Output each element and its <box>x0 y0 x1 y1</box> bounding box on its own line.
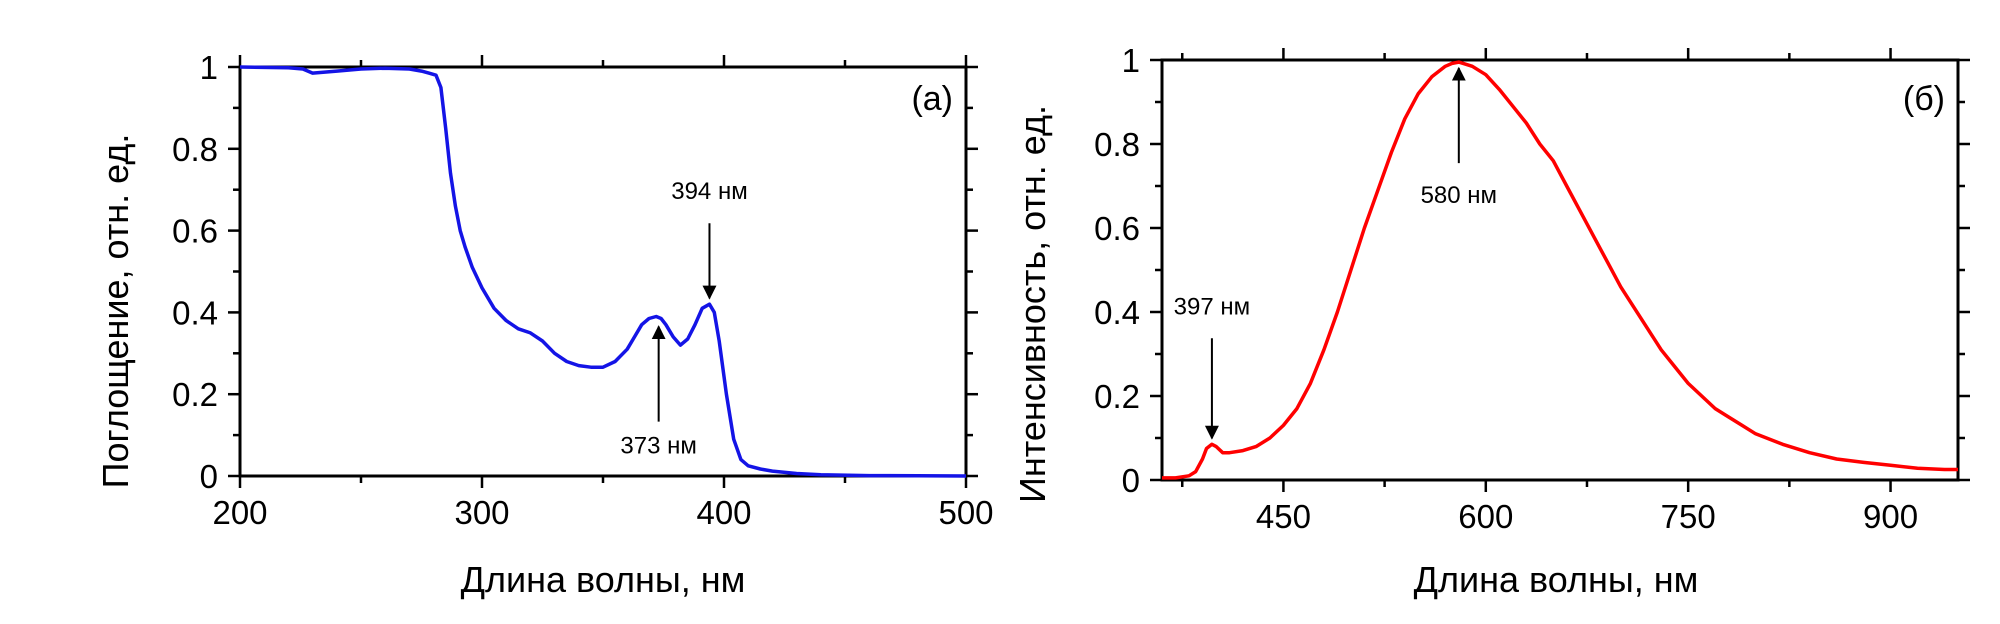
panel-b-x-axis-label: Длина волны, нм <box>1414 559 1699 600</box>
panel-a-x-axis-label: Длина волны, нм <box>461 559 746 600</box>
panel-b-y-tick-label: 0.4 <box>1094 294 1140 331</box>
panel-b-x-tick-label: 450 <box>1256 498 1311 535</box>
panel-b-x-tick-label: 600 <box>1458 498 1513 535</box>
panel-a-x-tick-label: 200 <box>212 494 267 531</box>
panel-b-peak-label: 580 нм <box>1421 182 1497 209</box>
panel-a-marks: 200 300 400 500 0 0.2 0.4 0.6 0.8 1 394 нм 373 нм <box>172 49 993 531</box>
panel-absorption: (а) Длина волны, нм Поглощение, отн. ед.… <box>95 49 994 600</box>
panel-a-y-tick-label: 1 <box>200 49 218 86</box>
panel-a-x-tick-label: 500 <box>938 494 993 531</box>
panel-b-y-tick-label: 1 <box>1122 42 1140 79</box>
panel-luminescence: (б) Длина волны, нм Интенсивность, отн. … <box>1012 42 1970 600</box>
panel-a-y-axis-label: Поглощение, отн. ед. <box>95 134 136 489</box>
panel-b-y-tick-label: 0.2 <box>1094 378 1140 415</box>
panel-a-y-tick-label: 0.4 <box>172 294 218 331</box>
panel-a-peak-label: 373 нм <box>620 433 696 460</box>
panel-a-x-tick-label: 400 <box>696 494 751 531</box>
panel-b-peak-label: 397 нм <box>1174 293 1250 320</box>
panel-a-spectrum-line <box>239 65 967 478</box>
panel-a-peak-label: 394 нм <box>671 178 747 205</box>
panel-a-y-tick-label: 0.8 <box>172 131 218 168</box>
panel-b-y-tick-label: 0 <box>1122 462 1140 499</box>
panel-a-x-tick-label: 300 <box>454 494 509 531</box>
panel-b-y-tick-label: 0.8 <box>1094 126 1140 163</box>
panel-a-label: (а) <box>911 80 953 118</box>
panel-a-plot-frame <box>238 65 968 478</box>
panel-a-y-tick-label: 0.2 <box>172 376 218 413</box>
panel-b-x-tick-label: 900 <box>1863 498 1918 535</box>
panel-b-y-axis-label: Интенсивность, отн. ед. <box>1012 105 1053 503</box>
panel-a-y-tick-label: 0.6 <box>172 213 218 250</box>
panel-b-x-tick-label: 750 <box>1661 498 1716 535</box>
panel-b-y-tick-label: 0.6 <box>1094 210 1140 247</box>
panel-b-plot-frame <box>1160 58 1960 482</box>
panel-b-spectrum-line <box>1162 60 1958 480</box>
panel-b-marks: 450 600 750 900 0 0.2 0.4 0.6 0.8 1 580 нм 397 нм <box>1094 42 1970 535</box>
panel-b-label: (б) <box>1903 80 1945 118</box>
panel-a-y-tick-label: 0 <box>200 458 218 495</box>
